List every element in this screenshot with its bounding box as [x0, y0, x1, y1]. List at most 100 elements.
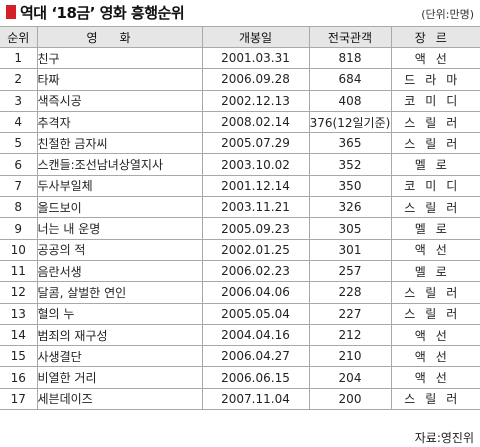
genre-cell: 스릴러: [390, 110, 480, 134]
ranking-table: 순위 영화 개봉일 전국관객 장르 1 친구 2001.03.31 818 액선 2 타짜 2…: [0, 26, 480, 411]
rank-cell: 12: [0, 281, 38, 304]
title-bar: 역대 ‘18금’ 영화 흥행순위 (단위:만명): [0, 0, 480, 26]
movie-title-cell: 혈의 누: [36, 302, 203, 325]
audience-cell: 228: [308, 281, 392, 304]
audience-cell: 818: [308, 46, 392, 70]
movie-title-cell: 달콤, 살벌한 연인: [36, 281, 203, 304]
genre-cell: 스릴러: [390, 196, 480, 219]
release-date-cell: 2007.11.04: [201, 387, 310, 411]
release-date-cell: 2003.10.02: [201, 153, 310, 176]
release-date-cell: 2006.04.27: [201, 345, 310, 368]
rank-cell: 15: [0, 345, 38, 368]
audience-cell: 376(12일기준): [308, 110, 392, 134]
genre-cell: 스릴러: [390, 132, 480, 155]
table-row: 7 두사부일체 2001.12.14 350 코미디: [0, 174, 480, 198]
movie-title-cell: 친절한 금자씨: [36, 132, 203, 155]
genre-cell: 액선: [390, 345, 480, 368]
rank-cell: 4: [0, 110, 38, 134]
rank-cell: 6: [0, 153, 38, 176]
release-date-cell: 2001.12.14: [201, 174, 310, 198]
table-row: 8 올드보이 2003.11.21 326 스릴러: [0, 196, 480, 219]
movie-title-cell: 너는 내 운명: [36, 217, 203, 240]
rank-cell: 2: [0, 68, 38, 91]
release-date-cell: 2003.11.21: [201, 196, 310, 219]
rank-cell: 10: [0, 238, 38, 261]
genre-cell: 스릴러: [390, 281, 480, 304]
rank-cell: 5: [0, 132, 38, 155]
rank-cell: 13: [0, 302, 38, 325]
column-header-rank: 순위: [0, 26, 38, 48]
table-row: 1 친구 2001.03.31 818 액선: [0, 46, 480, 70]
audience-cell: 408: [308, 89, 392, 112]
genre-cell: 스릴러: [390, 387, 480, 411]
rank-cell: 17: [0, 387, 38, 411]
column-header-genre: 장르: [390, 26, 480, 48]
title-marker: [6, 5, 16, 19]
genre-cell: 스릴러: [390, 302, 480, 325]
movie-title-cell: 음란서생: [36, 259, 203, 283]
column-header-audience: 전국관객: [308, 26, 392, 48]
audience-cell: 326: [308, 196, 392, 219]
genre-cell: 액선: [390, 46, 480, 70]
genre-cell: 액선: [390, 323, 480, 347]
genre-cell: 멜로: [390, 153, 480, 176]
release-date-cell: 2006.04.06: [201, 281, 310, 304]
release-date-cell: 2005.07.29: [201, 132, 310, 155]
rank-cell: 1: [0, 46, 38, 70]
genre-cell: 멜로: [390, 259, 480, 283]
column-header-movie: 영화: [36, 26, 203, 48]
table-row: 9 너는 내 운명 2005.09.23 305 멜로: [0, 217, 480, 240]
release-date-cell: 2004.04.16: [201, 323, 310, 347]
table-row: 17 세븐데이즈 2007.11.04 200 스릴러: [0, 387, 480, 411]
audience-cell: 365: [308, 132, 392, 155]
release-date-cell: 2001.03.31: [201, 46, 310, 70]
rank-cell: 14: [0, 323, 38, 347]
audience-cell: 200: [308, 387, 392, 411]
rank-cell: 3: [0, 89, 38, 112]
movie-title-cell: 사생결단: [36, 345, 203, 368]
column-header-release: 개봉일: [201, 26, 310, 48]
audience-cell: 350: [308, 174, 392, 198]
audience-cell: 212: [308, 323, 392, 347]
rank-cell: 7: [0, 174, 38, 198]
release-date-cell: 2006.02.23: [201, 259, 310, 283]
audience-cell: 227: [308, 302, 392, 325]
movie-title-cell: 타짜: [36, 68, 203, 91]
table-row: 5 친절한 금자씨 2005.07.29 365 스릴러: [0, 132, 480, 155]
release-date-cell: 2006.06.15: [201, 366, 310, 389]
rank-cell: 11: [0, 259, 38, 283]
table-row: 13 혈의 누 2005.05.04 227 스릴러: [0, 302, 480, 325]
movie-title-cell: 두사부일체: [36, 174, 203, 198]
audience-cell: 210: [308, 345, 392, 368]
table-row: 15 사생결단 2006.04.27 210 액선: [0, 345, 480, 368]
release-date-cell: 2002.01.25: [201, 238, 310, 261]
rank-cell: 16: [0, 366, 38, 389]
table-row: 6 스캔들:조선남녀상열지사 2003.10.02 352 멜로: [0, 153, 480, 176]
source-note: 자료:영진위: [414, 431, 474, 445]
genre-cell: 멜로: [390, 217, 480, 240]
audience-cell: 305: [308, 217, 392, 240]
movie-title-cell: 추격자: [36, 110, 203, 134]
table-row: 12 달콤, 살벌한 연인 2006.04.06 228 스릴러: [0, 281, 480, 304]
rank-cell: 8: [0, 196, 38, 219]
table-row: 10 공공의 적 2002.01.25 301 액선: [0, 238, 480, 261]
table-row: 4 추격자 2008.02.14 376(12일기준) 스릴러: [0, 110, 480, 134]
movie-title-cell: 스캔들:조선남녀상열지사: [36, 153, 203, 176]
movie-title-cell: 범죄의 재구성: [36, 323, 203, 347]
audience-cell: 301: [308, 238, 392, 261]
movie-title-cell: 색즉시공: [36, 89, 203, 112]
audience-cell: 257: [308, 259, 392, 283]
table-body: 1 친구 2001.03.31 818 액선 2 타짜 2006.09.28 684 드라마 3 색즉…: [0, 46, 480, 411]
table-row: 3 색즉시공 2002.12.13 408 코미디: [0, 89, 480, 112]
genre-cell: 코미디: [390, 89, 480, 112]
movie-title-cell: 세븐데이즈: [36, 387, 203, 411]
genre-cell: 액선: [390, 238, 480, 261]
audience-cell: 684: [308, 68, 392, 91]
table-row: 16 비열한 거리 2006.06.15 204 액선: [0, 366, 480, 389]
rank-cell: 9: [0, 217, 38, 240]
release-date-cell: 2005.05.04: [201, 302, 310, 325]
genre-cell: 코미디: [390, 174, 480, 198]
unit-note: (단위:만명): [421, 8, 474, 21]
audience-cell: 204: [308, 366, 392, 389]
movie-title-cell: 친구: [36, 46, 203, 70]
